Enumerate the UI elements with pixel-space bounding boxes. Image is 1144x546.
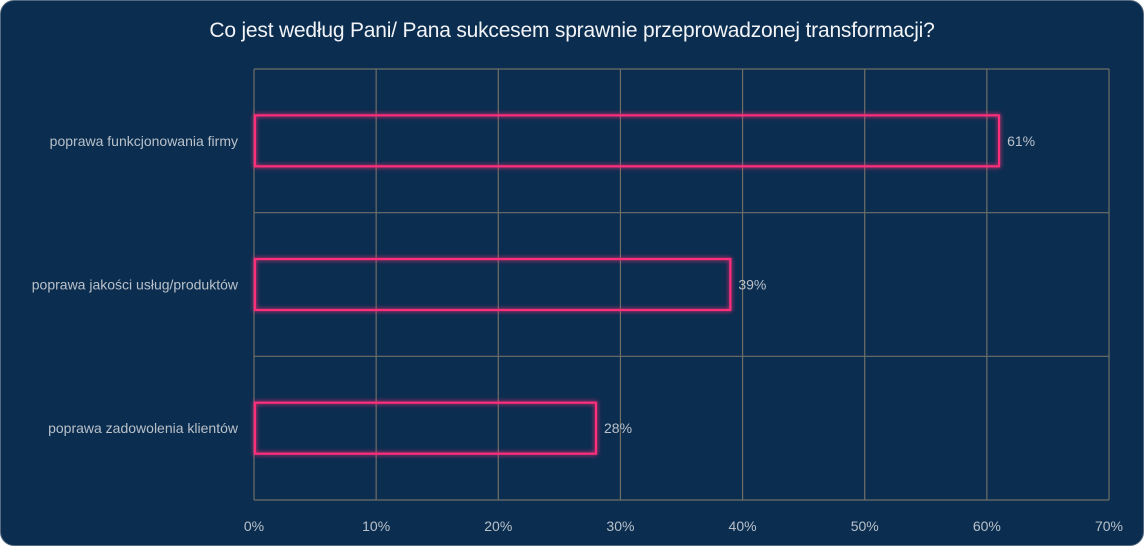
x-tick-label: 0% (244, 518, 264, 534)
x-tick-label: 60% (973, 518, 1001, 534)
value-label: 39% (738, 277, 766, 293)
x-tick-label: 40% (729, 518, 757, 534)
bar (253, 257, 732, 312)
value-label: 28% (604, 420, 632, 436)
x-tick-label: 70% (1095, 518, 1123, 534)
category-label: poprawa funkcjonowania firmy (50, 133, 238, 149)
value-label: 61% (1007, 133, 1035, 149)
chart-title: Co jest według Pani/ Pana sukcesem spraw… (209, 19, 935, 42)
x-tick-label: 20% (484, 518, 512, 534)
category-label: poprawa zadowolenia klientów (48, 420, 239, 436)
x-tick-label: 30% (606, 518, 634, 534)
bar (253, 401, 598, 455)
x-tick-label: 50% (851, 518, 879, 534)
grid (253, 68, 1110, 501)
bars (253, 114, 1001, 455)
category-label: poprawa jakości usług/produktów (32, 277, 239, 293)
bar (253, 114, 1001, 168)
labels: 0% 10% 20% 30% 40% 50% 60% 70% poprawa funkcjono… (32, 133, 1123, 534)
x-tick-label: 10% (362, 518, 390, 534)
